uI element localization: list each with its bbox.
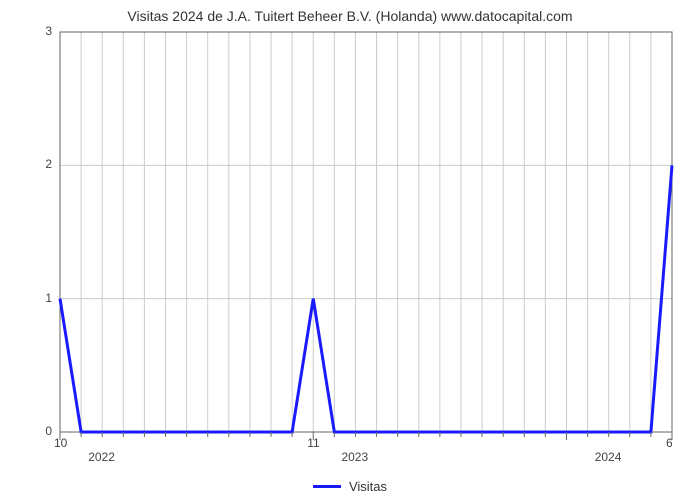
- plot-area: [60, 32, 672, 432]
- y-tick-label: 1: [45, 291, 52, 305]
- chart-title: Visitas 2024 de J.A. Tuitert Beheer B.V.…: [0, 8, 700, 24]
- y-tick-label: 0: [45, 424, 52, 438]
- legend-label: Visitas: [349, 479, 387, 494]
- legend: Visitas: [0, 479, 700, 494]
- plot-svg: [60, 32, 672, 432]
- x-tick-label: 10: [54, 436, 67, 450]
- x-year-label: 2024: [595, 450, 622, 464]
- y-tick-label: 2: [45, 157, 52, 171]
- x-tick-label: 6: [666, 436, 673, 450]
- x-year-label: 2023: [341, 450, 368, 464]
- x-tick-label: 11: [307, 436, 319, 450]
- legend-swatch: [313, 485, 341, 488]
- chart-container: Visitas 2024 de J.A. Tuitert Beheer B.V.…: [0, 0, 700, 500]
- x-year-label: 2022: [88, 450, 115, 464]
- y-tick-label: 3: [45, 24, 52, 38]
